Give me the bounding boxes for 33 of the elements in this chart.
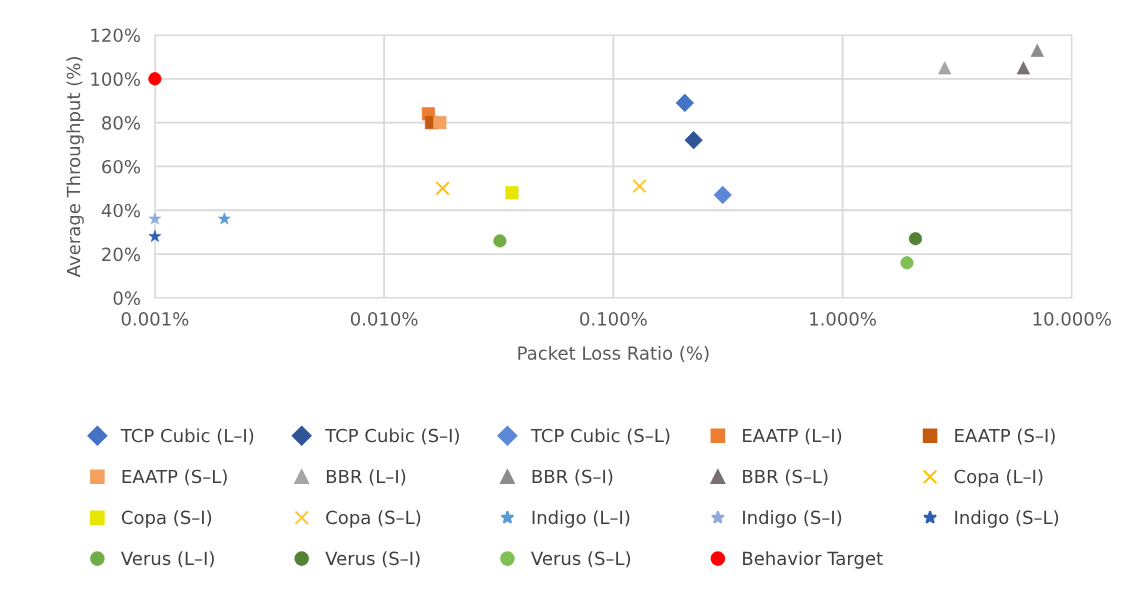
legend-label: BBR (L–I) [326, 469, 406, 486]
legend-label: EAATP (S–L) [122, 469, 227, 486]
legend-label: EAATP (S–I) [955, 428, 1055, 445]
y-tick-label: 40% [101, 203, 141, 218]
legend-label: Copa (L–I) [954, 469, 1043, 487]
x-tick-label: 0.001% [121, 312, 189, 326]
legend-label: Copa (S–L) [326, 510, 421, 528]
legend-label: Copa (S–I) [121, 510, 212, 528]
y-tick-label: 20% [102, 247, 141, 262]
y-tick-label: 80% [102, 116, 141, 130]
legend-label: Indigo (S–L) [955, 510, 1059, 528]
legend-label: BBR (S–I) [532, 469, 613, 486]
y-tick-label: 60% [102, 159, 141, 174]
y-axis-title: Average Throughput (%) [66, 57, 84, 278]
y-tick-label: 100% [91, 72, 141, 86]
legend-label: TCP Cubic (S–L) [530, 428, 670, 445]
x-tick-label: 0.010% [350, 312, 418, 326]
y-tick-label: 0% [113, 291, 141, 305]
legend-label: Verus (S–I) [325, 551, 420, 568]
x-tick-label: 0.100% [580, 312, 647, 326]
x-tick-label: 1.000% [810, 312, 876, 326]
legend-label: EAATP (L–I) [743, 428, 842, 445]
y-tick-label: 120% [91, 28, 141, 43]
legend-label: Verus (L–I) [120, 551, 214, 568]
x-tick-label: 10.000% [1033, 312, 1111, 326]
legend-label: Indigo (S–I) [743, 510, 842, 528]
legend-label: Verus (S–L) [531, 551, 631, 568]
legend-label: BBR (S–L) [743, 469, 828, 486]
legend-label: Indigo (L–I) [532, 510, 630, 528]
legend-label: TCP Cubic (L–I) [120, 428, 254, 445]
legend-label: TCP Cubic (S–I) [325, 428, 459, 445]
legend-label: Behavior Target [743, 551, 883, 569]
x-axis-title: Packet Loss Ratio (%) [518, 345, 709, 363]
